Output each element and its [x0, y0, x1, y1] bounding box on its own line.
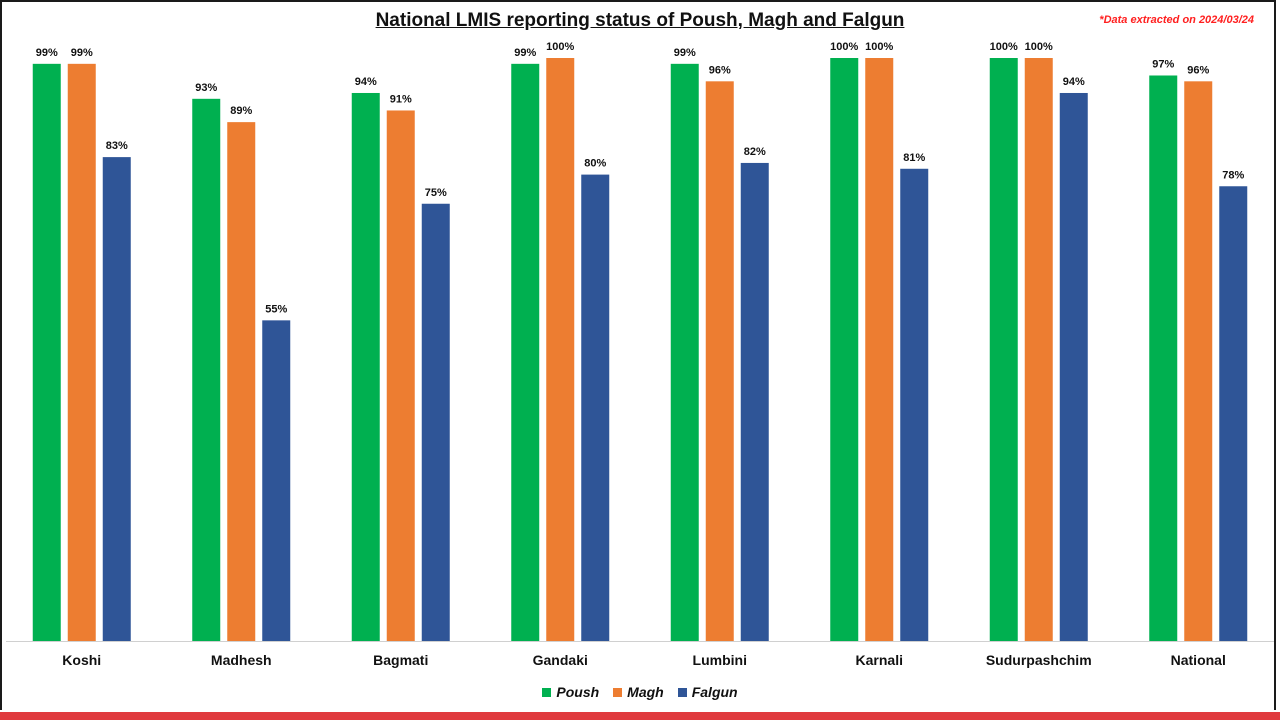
bar-bagmati-poush — [351, 92, 380, 642]
legend-label-poush: Poush — [556, 684, 600, 700]
x-tick-label-sudurpashchim: Sudurpashchim — [986, 652, 1092, 668]
legend-swatch-poush — [542, 687, 552, 697]
data-label-karnali-magh: 100% — [865, 41, 893, 53]
x-tick-label-madhesh: Madhesh — [211, 652, 272, 668]
bottom-accent-bar — [0, 712, 1280, 720]
data-label-karnali-poush: 100% — [830, 41, 858, 53]
legend-item-falgun: Falgun — [677, 684, 738, 700]
data-label-national-poush: 97% — [1152, 58, 1174, 70]
data-label-sudurpashchim-magh: 100% — [1025, 41, 1053, 53]
data-label-national-magh: 96% — [1187, 64, 1209, 76]
data-label-koshi-magh: 99% — [71, 47, 93, 59]
bar-national-magh — [1184, 81, 1213, 641]
bar-madhesh-magh — [227, 122, 256, 641]
data-label-madhesh-poush: 93% — [195, 82, 217, 94]
data-label-national-falgun: 78% — [1222, 169, 1244, 181]
bar-karnali-magh — [865, 58, 894, 641]
x-tick-label-bagmati: Bagmati — [373, 652, 428, 668]
data-label-sudurpashchim-falgun: 94% — [1063, 76, 1085, 88]
legend-item-magh: Magh — [613, 684, 664, 700]
x-tick-label-karnali: Karnali — [856, 652, 903, 668]
bar-madhesh-falgun — [262, 320, 291, 641]
bar-sudurpashchim-magh — [1024, 58, 1053, 641]
bar-lumbini-poush — [670, 63, 699, 641]
bar-national-poush — [1149, 75, 1178, 642]
bar-karnali-falgun — [900, 168, 929, 641]
legend-swatch-magh — [613, 687, 623, 697]
data-label-madhesh-falgun: 55% — [265, 303, 287, 315]
data-label-koshi-poush: 99% — [36, 47, 58, 59]
bar-karnali-poush — [830, 58, 859, 641]
bar-gandaki-magh — [546, 58, 575, 641]
bar-lumbini-falgun — [740, 162, 769, 641]
data-label-gandaki-magh: 100% — [546, 41, 574, 53]
legend-label-falgun: Falgun — [691, 684, 738, 700]
legend-item-poush: Poush — [542, 684, 599, 700]
data-label-lumbini-poush: 99% — [674, 47, 696, 59]
data-label-gandaki-poush: 99% — [514, 47, 536, 59]
data-label-bagmati-poush: 94% — [355, 76, 377, 88]
bar-sudurpashchim-falgun — [1059, 92, 1088, 642]
x-tick-label-koshi: Koshi — [62, 652, 101, 668]
legend-label-magh: Magh — [627, 684, 664, 700]
data-label-madhesh-magh: 89% — [230, 105, 252, 117]
bar-koshi-poush — [32, 63, 61, 641]
data-label-karnali-falgun: 81% — [903, 152, 925, 164]
data-label-bagmati-falgun: 75% — [425, 187, 447, 199]
bar-bagmati-falgun — [421, 203, 450, 641]
bar-koshi-falgun — [102, 157, 131, 642]
data-label-sudurpashchim-poush: 100% — [990, 41, 1018, 53]
extraction-note: *Data extracted on 2024/03/24 — [1099, 14, 1254, 26]
bar-madhesh-poush — [192, 98, 221, 641]
x-tick-label-gandaki: Gandaki — [533, 652, 588, 668]
data-label-gandaki-falgun: 80% — [584, 158, 606, 170]
bar-national-falgun — [1219, 186, 1248, 641]
bar-gandaki-falgun — [581, 174, 610, 641]
data-label-lumbini-magh: 96% — [709, 64, 731, 76]
bar-gandaki-poush — [511, 63, 540, 641]
bar-lumbini-magh — [705, 81, 734, 641]
chart-title: National LMIS reporting status of Poush,… — [375, 10, 905, 31]
legend: Poush Magh Falgun — [0, 684, 1280, 700]
x-tick-label-national: National — [1171, 652, 1226, 668]
bar-koshi-magh — [67, 63, 96, 641]
x-tick-label-lumbini: Lumbini — [693, 652, 747, 668]
legend-swatch-falgun — [677, 687, 687, 697]
bar-bagmati-magh — [386, 110, 415, 642]
data-label-bagmati-magh: 91% — [390, 93, 412, 105]
bar-sudurpashchim-poush — [989, 58, 1018, 641]
data-label-koshi-falgun: 83% — [106, 140, 128, 152]
data-label-lumbini-falgun: 82% — [744, 146, 766, 158]
